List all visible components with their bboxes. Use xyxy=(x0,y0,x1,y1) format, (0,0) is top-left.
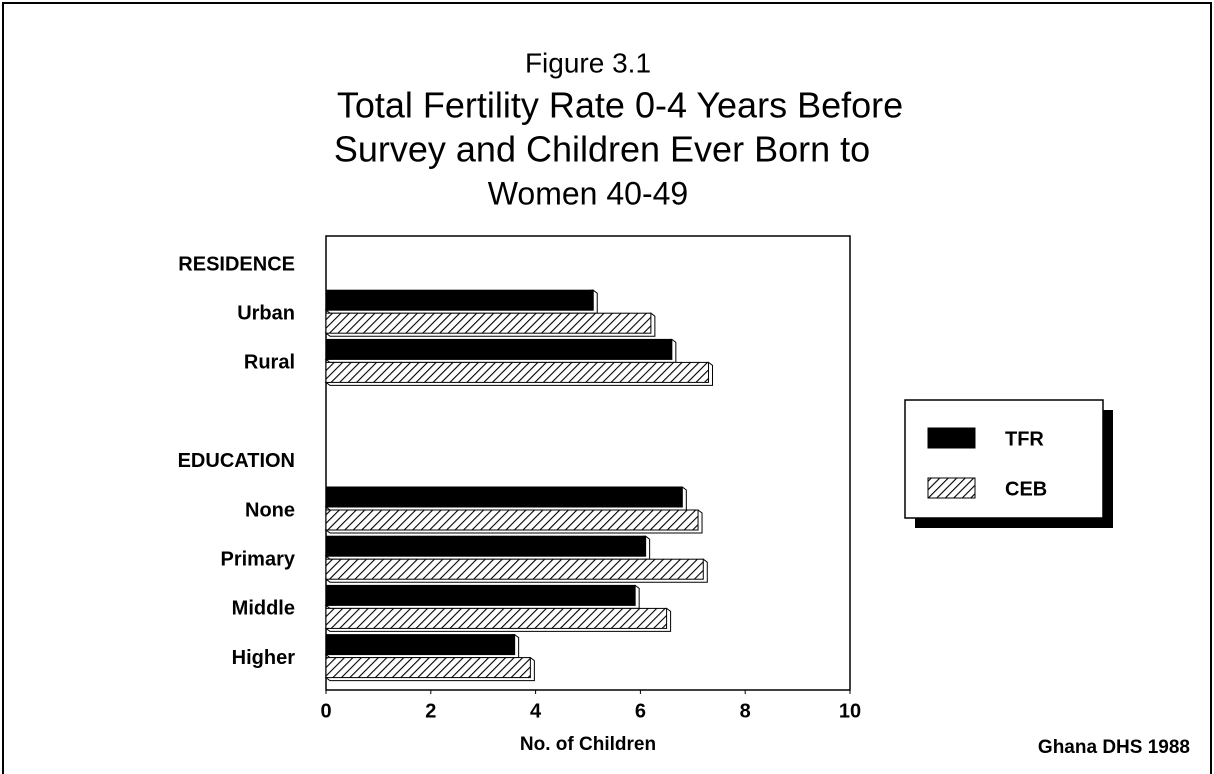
x-axis-label: No. of Children xyxy=(520,734,656,755)
x-tick-label: 8 xyxy=(740,700,751,722)
bar xyxy=(325,607,668,629)
bar xyxy=(325,361,710,383)
x-tick-label: 0 xyxy=(320,700,331,722)
group-label: EDUCATION xyxy=(178,450,295,472)
bar xyxy=(325,535,647,557)
x-tick-label: 2 xyxy=(425,700,436,722)
y-tick-label: Higher xyxy=(232,647,296,669)
bar xyxy=(325,558,704,580)
legend-label: TFR xyxy=(1005,428,1044,450)
legend-swatch xyxy=(927,477,976,499)
bar xyxy=(325,338,673,360)
group-label: RESIDENCE xyxy=(178,253,295,275)
x-tick-label: 4 xyxy=(530,700,542,722)
bar xyxy=(325,312,652,334)
bar xyxy=(325,657,531,679)
y-tick-label: Primary xyxy=(221,548,296,570)
chart-title: Women 40-49 xyxy=(488,175,688,211)
legend-swatch xyxy=(927,427,976,449)
x-tick-label: 6 xyxy=(635,700,646,722)
x-tick-label: 10 xyxy=(839,700,861,722)
plot-area xyxy=(325,235,851,691)
source: Ghana DHS 1988 xyxy=(1038,737,1190,758)
bar xyxy=(325,584,636,606)
y-tick-label: Rural xyxy=(244,352,295,374)
legend xyxy=(904,399,1104,519)
bar xyxy=(325,634,516,656)
bar xyxy=(325,486,683,508)
chart-title: Survey and Children Ever Born to xyxy=(334,129,870,170)
bar xyxy=(325,289,594,311)
legend-label: CEB xyxy=(1005,478,1047,500)
chart-title: Total Fertility Rate 0-4 Years Before xyxy=(337,85,903,126)
figure-label: Figure 3.1 xyxy=(525,47,651,78)
y-tick-label: Middle xyxy=(232,598,295,620)
y-tick-label: Urban xyxy=(237,302,295,324)
bar xyxy=(325,509,699,531)
y-tick-label: None xyxy=(245,499,295,521)
